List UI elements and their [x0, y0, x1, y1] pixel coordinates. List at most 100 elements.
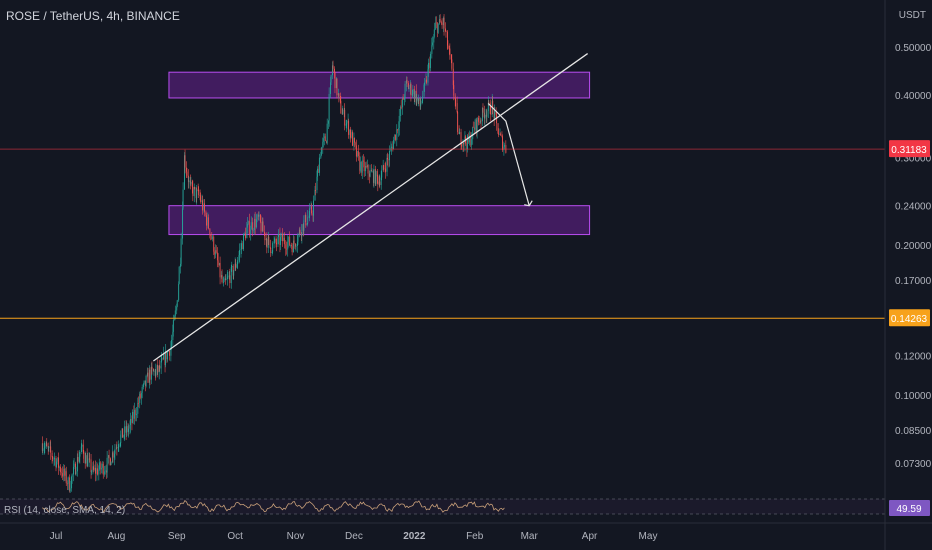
candle-378: [409, 80, 411, 95]
candle-472: [501, 131, 503, 138]
candle-body: [318, 168, 320, 173]
candle-body: [124, 426, 126, 436]
candle-109: [147, 367, 149, 383]
candle-285: [318, 153, 320, 176]
candle-body: [326, 141, 328, 144]
candle-349: [381, 165, 383, 181]
candle-85: [124, 420, 126, 441]
candle-420: [450, 54, 452, 64]
candle-325: [357, 144, 359, 161]
candle-body: [200, 196, 202, 202]
candle-body: [57, 457, 59, 462]
candle-53: [93, 460, 94, 473]
candle-body: [361, 160, 363, 173]
candle-body: [67, 483, 69, 485]
candle-body: [478, 121, 480, 123]
candle-body: [338, 93, 340, 96]
candle-142: [180, 257, 182, 274]
candle-399: [429, 51, 431, 72]
candle-65: [104, 465, 106, 475]
candle-61: [100, 463, 102, 474]
candle-body: [456, 103, 458, 113]
candle-290: [324, 133, 326, 146]
candle-455: [484, 108, 486, 126]
candle-12: [53, 456, 55, 467]
candle-274: [308, 210, 310, 219]
candle-21: [61, 466, 63, 480]
candle-body: [332, 65, 333, 76]
candle-226: [261, 217, 263, 233]
candle-body: [295, 243, 296, 247]
candle-202: [238, 250, 240, 264]
candle-60: [100, 461, 102, 475]
candle-body: [114, 449, 116, 454]
candle-body: [252, 222, 254, 231]
candle-307: [340, 96, 342, 114]
candle-body: [192, 186, 194, 197]
candle-body: [277, 236, 279, 245]
candle-304: [337, 88, 339, 99]
candle-277: [311, 203, 313, 216]
candle-body: [231, 266, 233, 268]
candle-205: [241, 240, 242, 255]
candle-406: [437, 21, 439, 38]
candle-123: [161, 352, 163, 363]
candle-127: [165, 343, 167, 368]
candle-body: [182, 208, 184, 239]
candle-body: [108, 455, 110, 458]
candle-body: [145, 380, 147, 386]
candle-428: [458, 125, 460, 135]
candle-318: [351, 129, 353, 139]
candle-315: [348, 118, 350, 139]
candle-body: [494, 110, 496, 119]
candle-body: [433, 36, 435, 43]
candle-1: [42, 443, 44, 455]
candle-368: [400, 105, 402, 122]
candle-45: [85, 451, 87, 464]
candle-409: [439, 14, 441, 23]
candle-body: [359, 161, 361, 171]
candle-40: [80, 439, 82, 453]
candle-body: [213, 251, 215, 255]
candle-197: [233, 270, 235, 280]
candle-body: [258, 214, 260, 217]
candle-body: [261, 221, 263, 232]
candle-body: [381, 170, 383, 178]
candle-body: [82, 444, 84, 452]
candle-body: [330, 75, 332, 83]
candle-44: [84, 453, 86, 469]
candle-119: [157, 359, 159, 378]
candle-body: [501, 136, 503, 151]
candle-93: [131, 409, 133, 424]
candle-84: [123, 434, 125, 440]
candle-336: [369, 170, 370, 184]
candle-450: [480, 117, 481, 125]
candle-164: [201, 194, 203, 205]
candle-body: [486, 111, 488, 117]
candle-body: [452, 68, 454, 86]
candle-355: [387, 152, 389, 166]
candle-body: [316, 168, 318, 177]
rsi-value-badge: 49.59: [889, 500, 930, 516]
candle-body: [77, 457, 79, 462]
candle-59: [98, 458, 100, 471]
candle-body: [61, 473, 63, 477]
candle-54: [94, 464, 96, 472]
candle-body: [223, 282, 224, 283]
candle-body: [408, 83, 409, 89]
candle-body: [363, 161, 365, 172]
candle-body: [211, 236, 213, 240]
candle-353: [385, 161, 387, 179]
candle-443: [472, 121, 474, 128]
candle-body: [240, 249, 242, 251]
candle-body: [54, 457, 56, 459]
candle-body: [98, 462, 100, 470]
candle-body: [431, 42, 433, 46]
candle-body: [466, 143, 468, 150]
candle-body: [416, 98, 418, 103]
candle-254: [289, 231, 291, 247]
candle-body: [445, 28, 446, 32]
candle-body: [90, 459, 92, 473]
candle-35: [75, 466, 77, 477]
